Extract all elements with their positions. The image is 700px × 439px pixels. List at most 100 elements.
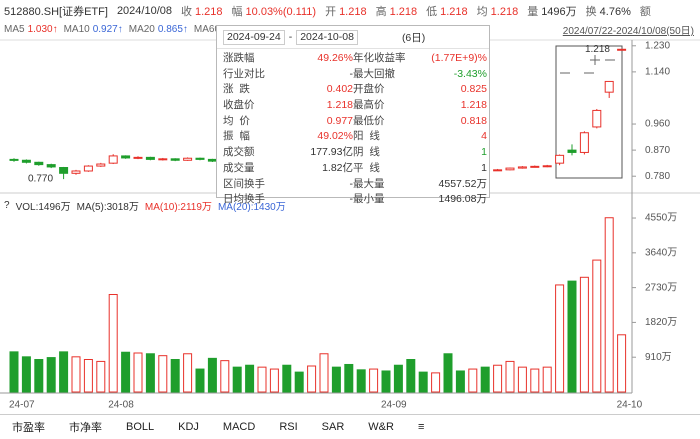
header-label: 额 bbox=[639, 6, 651, 18]
stat-label: 最大量 bbox=[353, 177, 385, 190]
stat-label: 平 线 bbox=[353, 161, 380, 174]
date-range[interactable]: 2024/07/22-2024/10/08(50日) bbox=[562, 26, 694, 37]
end-date[interactable]: 2024-10-08 bbox=[296, 29, 358, 45]
tab[interactable]: SAR bbox=[321, 421, 345, 433]
tab[interactable]: W&R bbox=[368, 421, 394, 433]
vol-legend-name: MA(20): bbox=[217, 202, 254, 213]
help-icon[interactable]: ? bbox=[4, 200, 10, 211]
vol-legend-item: MA(20):1430万 bbox=[218, 198, 286, 213]
stat-label: 最小量 bbox=[353, 193, 385, 206]
stat-label: 区间换手 bbox=[223, 177, 265, 190]
volume-bar bbox=[418, 371, 428, 393]
candle-body bbox=[567, 149, 577, 153]
volume-bar bbox=[381, 370, 391, 393]
ma-item: MA20 0.865↑ bbox=[129, 24, 188, 35]
stat-value: 1496.08万 bbox=[438, 193, 487, 206]
volume-bar bbox=[71, 356, 81, 393]
volume-bar bbox=[307, 365, 317, 393]
separator: - bbox=[288, 31, 293, 43]
ma-name: MA10 bbox=[63, 23, 90, 35]
stat-value: 0.402 bbox=[326, 83, 353, 96]
volume-bar bbox=[493, 364, 503, 393]
header-label: 换 bbox=[585, 6, 597, 18]
volume-bar bbox=[617, 334, 627, 393]
volume-bar bbox=[158, 355, 168, 393]
candle-body bbox=[183, 157, 193, 161]
tab[interactable]: MACD bbox=[222, 421, 256, 433]
stat-value: 0.977 bbox=[326, 114, 353, 127]
start-date[interactable]: 2024-09-24 bbox=[223, 29, 285, 45]
tab[interactable]: KDJ bbox=[178, 421, 199, 433]
volume-bar bbox=[555, 284, 565, 393]
vol-legend-value: 1496万 bbox=[38, 202, 71, 213]
header-label: 开 bbox=[325, 6, 337, 18]
y-tick-label: 4550万 bbox=[645, 213, 677, 224]
volume-bar bbox=[145, 353, 155, 393]
vol-legend-value: 2119万 bbox=[180, 202, 212, 213]
x-tick-label: 24-10 bbox=[617, 400, 643, 411]
header-item: 开 1.218 bbox=[325, 3, 367, 19]
vol-legend-name: VOL: bbox=[15, 202, 39, 213]
stat-value: - bbox=[349, 177, 354, 190]
volume-bar bbox=[170, 359, 180, 393]
x-tick-label: 24-08 bbox=[108, 400, 134, 411]
volume-bar bbox=[21, 356, 31, 393]
zoom-icons[interactable] bbox=[560, 55, 615, 74]
header-label: 均 bbox=[476, 6, 488, 18]
candle-body bbox=[108, 155, 118, 164]
volume-bar bbox=[59, 351, 69, 393]
stat-value: 0.825 bbox=[460, 83, 487, 96]
volume-bar bbox=[331, 366, 341, 393]
stat-value: 1 bbox=[481, 146, 487, 159]
volume-bar bbox=[604, 217, 614, 393]
stat-label: 行业对比 bbox=[223, 67, 265, 80]
volume-bar bbox=[369, 368, 379, 393]
volume-legend: ? VOL:1496万 MA(5):3018万 MA(10):2119万 MA(20):… bbox=[4, 198, 286, 213]
stat-value: 49.26% bbox=[317, 52, 353, 64]
volume-bar bbox=[83, 359, 93, 393]
header-value: 1.218 bbox=[490, 6, 519, 18]
stat-value: 4557.52万 bbox=[438, 177, 487, 190]
ma-name: MA60 bbox=[193, 23, 221, 35]
tab[interactable]: RSI bbox=[279, 421, 298, 433]
volume-bar bbox=[344, 363, 354, 393]
stat-label: 开盘价 bbox=[353, 83, 385, 96]
header-value: 1.218 bbox=[195, 6, 223, 18]
candle-body bbox=[604, 80, 614, 93]
volume-bar bbox=[232, 366, 242, 393]
y-tick-label: 3640万 bbox=[645, 247, 677, 258]
stat-label: 成交量 bbox=[223, 161, 255, 174]
stat-value: 1.82亿 bbox=[322, 161, 353, 174]
stat-value: 0.818 bbox=[460, 114, 487, 127]
stat-value: -3.43% bbox=[453, 67, 487, 80]
header-item: 高 1.218 bbox=[376, 3, 418, 19]
stat-label: 收盘价 bbox=[223, 99, 255, 112]
candle-body bbox=[170, 158, 180, 161]
header-item: 幅 10.03%(0.111) bbox=[232, 3, 317, 19]
candle-body bbox=[158, 158, 168, 161]
y-tick-label: 0.870 bbox=[645, 145, 670, 156]
volume-bar bbox=[468, 368, 478, 393]
y-tick-label: 2730万 bbox=[645, 282, 677, 293]
candle-body bbox=[9, 158, 19, 161]
tab[interactable]: 市净率 bbox=[69, 422, 102, 434]
tab[interactable]: BOLL bbox=[126, 421, 155, 433]
candle-body bbox=[195, 157, 205, 160]
stat-value: 1 bbox=[481, 161, 487, 174]
candle-body bbox=[83, 165, 93, 172]
vol-legend-value: 3018万 bbox=[106, 202, 139, 213]
tab[interactable]: 市盈率 bbox=[12, 422, 45, 434]
candle-body bbox=[617, 48, 627, 51]
candle-body bbox=[59, 167, 69, 174]
stat-label: 涨 跌 bbox=[223, 83, 250, 96]
header-value: 1496万 bbox=[541, 6, 577, 18]
stat-value: - bbox=[349, 67, 354, 80]
volume-bar bbox=[319, 353, 329, 393]
menu-icon[interactable]: ≡ bbox=[417, 421, 425, 433]
x-tick-label: 24-09 bbox=[381, 400, 407, 411]
y-tick-label: 1.230 bbox=[645, 40, 670, 51]
volume-bar bbox=[393, 364, 403, 393]
y-tick-label: 1.140 bbox=[645, 67, 670, 78]
volume-bar bbox=[505, 360, 515, 393]
